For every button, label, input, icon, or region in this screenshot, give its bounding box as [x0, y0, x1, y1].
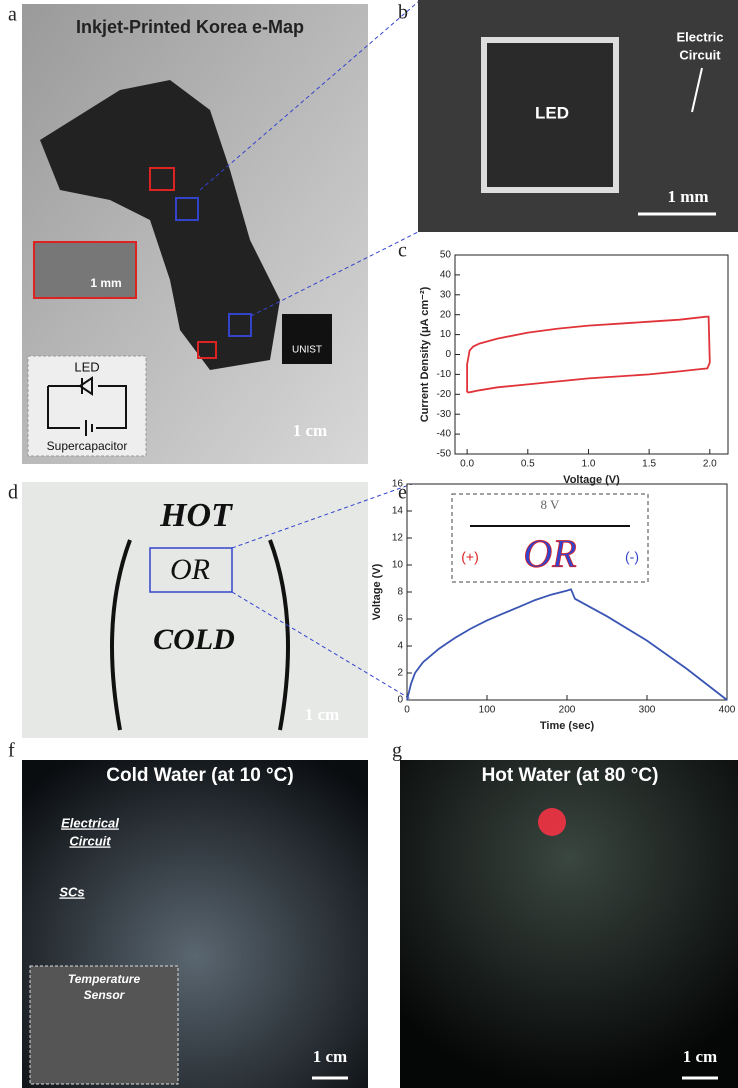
logo-text: UNIST [292, 345, 322, 356]
y-tick-label: 10 [392, 560, 404, 571]
y-tick-label: 40 [440, 270, 452, 281]
circuit-label: Supercapacitor [47, 439, 128, 453]
y-tick-label: 50 [440, 250, 452, 261]
y-tick-label: 6 [397, 614, 403, 625]
y-tick-label: 20 [440, 309, 452, 320]
photo-label: Circuit [69, 833, 111, 848]
y-tick-label: 8 [397, 587, 403, 598]
x-tick-label: 100 [479, 705, 496, 716]
x-axis-label: Time (sec) [540, 720, 595, 732]
y-tick-label: -50 [437, 449, 452, 460]
sem-label: LED [535, 103, 569, 122]
scale-label: 1 cm [313, 1047, 347, 1066]
y-tick-label: 0 [397, 695, 403, 706]
panel-label: a [8, 4, 17, 26]
scale-label: 1 mm [90, 276, 121, 290]
x-tick-label: 0 [404, 705, 410, 716]
panel-label: d [8, 482, 18, 504]
x-tick-label: 300 [639, 705, 656, 716]
x-tick-label: 200 [559, 705, 576, 716]
y-tick-label: -40 [437, 429, 452, 440]
inset-label: (-) [625, 549, 639, 565]
print-word: COLD [153, 623, 235, 656]
inset-label: 8 V [541, 497, 561, 512]
y-tick-label: 2 [397, 668, 403, 679]
circuit-label: LED [74, 359, 99, 374]
photo-title: Hot Water (at 80 °C) [482, 765, 659, 786]
panel-label: f [8, 740, 15, 762]
inset-word: OR [523, 531, 576, 576]
print-word: OR [170, 553, 210, 586]
y-tick-label: -20 [437, 389, 452, 400]
scale-label: 1 cm [305, 705, 339, 724]
photo-label: Sensor [84, 988, 126, 1002]
x-tick-label: 1.5 [642, 459, 656, 470]
panel-label: b [398, 2, 408, 24]
y-tick-label: 16 [392, 479, 404, 490]
data-line [407, 589, 727, 700]
data-line [467, 317, 710, 393]
x-tick-label: 0.0 [460, 459, 474, 470]
photo [400, 760, 738, 1088]
photo-title: Cold Water (at 10 °C) [106, 765, 293, 786]
panel-label: g [392, 740, 402, 762]
inset-label: (+) [461, 549, 479, 565]
x-tick-label: 1.0 [582, 459, 596, 470]
photo-label: SCs [59, 884, 84, 899]
figure: a Inkjet-Printed Korea e-Map 1 mm UNIST … [0, 0, 738, 1088]
y-tick-label: 30 [440, 289, 452, 300]
photo-label: Electrical [61, 815, 119, 830]
photo-label: Temperature [68, 972, 141, 986]
led-glow [538, 808, 566, 836]
y-tick-label: -30 [437, 409, 452, 420]
x-tick-label: 400 [719, 705, 736, 716]
y-tick-label: 10 [440, 329, 452, 340]
y-tick-label: 14 [392, 506, 404, 517]
panel-label: c [398, 240, 407, 262]
print-word: HOT [159, 497, 233, 534]
y-tick-label: 4 [397, 641, 403, 652]
y-tick-label: 0 [445, 349, 451, 360]
y-axis-label: Voltage (V) [371, 563, 383, 620]
scale-label: 1 cm [293, 421, 327, 440]
plot-frame [455, 255, 728, 454]
x-tick-label: 0.5 [521, 459, 535, 470]
scale-label: 1 mm [667, 187, 708, 206]
sem-label: Electric [677, 29, 724, 44]
y-axis-label: Current Density (μA cm⁻²) [419, 286, 431, 422]
logo [282, 314, 332, 364]
y-tick-label: 12 [392, 533, 404, 544]
y-tick-label: -10 [437, 369, 452, 380]
sem-label: Circuit [679, 47, 721, 62]
panel-title: Inkjet-Printed Korea e-Map [76, 17, 304, 37]
x-tick-label: 2.0 [703, 459, 717, 470]
scale-label: 1 cm [683, 1047, 717, 1066]
